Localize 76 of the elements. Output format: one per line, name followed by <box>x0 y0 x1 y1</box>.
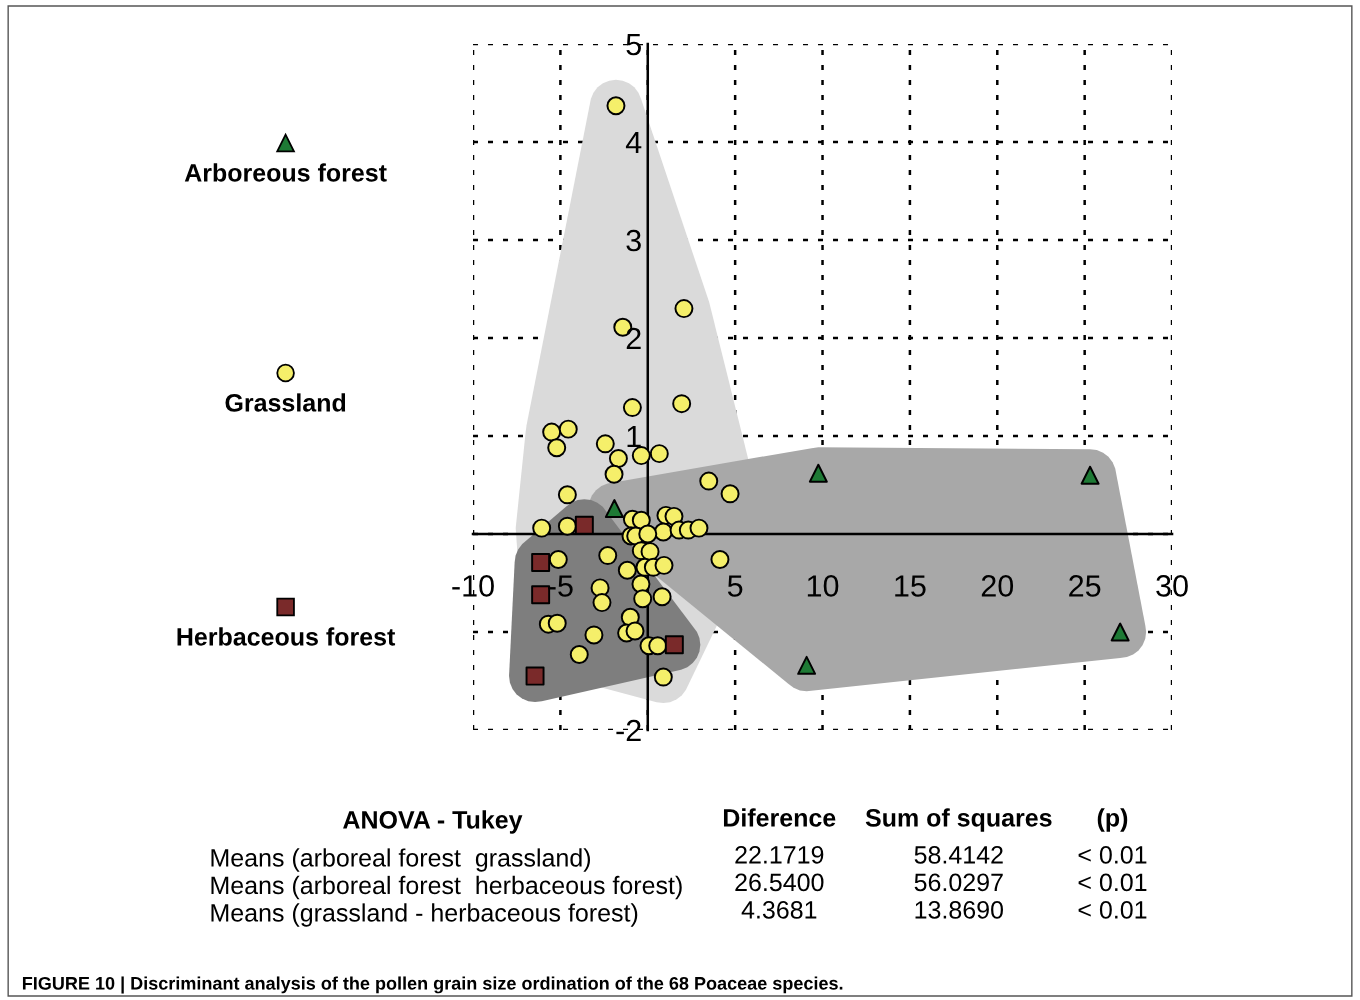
x-tick-label: -10 <box>452 575 494 597</box>
text: Diference <box>723 808 836 827</box>
point <box>1080 465 1100 485</box>
point <box>608 449 628 469</box>
point <box>689 518 709 538</box>
text: 13.8690 <box>915 901 1004 919</box>
point <box>592 593 612 613</box>
text: 22.1719 <box>735 846 824 864</box>
y-tick-label: 3 <box>626 229 641 252</box>
point <box>638 524 658 544</box>
text: < 0.01 <box>1078 846 1147 864</box>
text: (p) <box>1097 808 1128 832</box>
point <box>648 636 668 656</box>
point <box>720 484 740 504</box>
point <box>797 655 817 675</box>
legend-label: Arboreous forest <box>184 163 387 182</box>
text: 56.0297 <box>914 873 1003 892</box>
x-tick-label: 10 <box>807 575 839 597</box>
point <box>547 438 567 458</box>
point <box>532 518 552 538</box>
point <box>625 621 645 641</box>
x-tick-label: 15 <box>895 575 926 597</box>
point <box>653 667 673 687</box>
point <box>1110 622 1130 642</box>
text: Sum of squares <box>865 808 1052 832</box>
x-tick-label: 25 <box>1069 575 1101 597</box>
x-tick-label: 5 <box>727 575 743 597</box>
legend-label: Grassland <box>225 393 346 412</box>
x-tick-label: 20 <box>981 575 1014 597</box>
text: FIGURE 10 | Discriminant analysis of the pollen grain size ordination of the 68 Poaceae species. <box>22 976 843 994</box>
point <box>699 471 719 491</box>
point <box>633 589 653 609</box>
point <box>672 394 692 414</box>
point <box>674 299 694 319</box>
point <box>664 635 684 655</box>
point <box>531 552 551 572</box>
point <box>598 546 618 566</box>
point <box>604 499 624 518</box>
text: 58.4142 <box>914 846 1003 864</box>
point <box>654 555 674 575</box>
text: Means (arboreal forest herbaceous forest) <box>211 875 682 900</box>
y-tick-label: 2 <box>626 327 641 350</box>
text: < 0.01 <box>1078 901 1147 919</box>
text: ANOVA - Tukey <box>343 810 523 834</box>
text: 26.5400 <box>735 873 824 892</box>
point <box>622 398 642 418</box>
point <box>574 515 594 535</box>
point <box>617 560 637 580</box>
y-tick-label: 5 <box>626 34 641 56</box>
point <box>548 550 568 569</box>
y-tick-label: 1 <box>627 426 641 448</box>
point <box>649 444 669 464</box>
text: Means (arboreal forest grassland) <box>211 848 591 872</box>
point <box>525 666 545 686</box>
x-tick-label: 30 <box>1156 575 1188 597</box>
y-tick-label: 4 <box>625 132 642 154</box>
point <box>710 550 730 569</box>
point <box>652 587 672 607</box>
point <box>604 464 624 484</box>
point <box>557 516 577 536</box>
legend-label: Herbaceous forest <box>177 627 396 646</box>
text: < 0.01 <box>1078 873 1147 892</box>
text: 4.3681 <box>741 901 817 919</box>
y-tick-label: -2 <box>616 719 641 742</box>
point <box>584 625 604 645</box>
x-tick-label: -5 <box>548 575 573 597</box>
point <box>808 463 828 483</box>
point <box>557 485 577 505</box>
point <box>606 96 626 116</box>
point <box>558 419 578 439</box>
point <box>542 422 562 442</box>
point <box>547 613 567 633</box>
point <box>631 446 651 466</box>
point <box>595 434 615 454</box>
text: Means (grassland - herbaceous forest) <box>211 903 638 927</box>
point <box>569 645 589 665</box>
